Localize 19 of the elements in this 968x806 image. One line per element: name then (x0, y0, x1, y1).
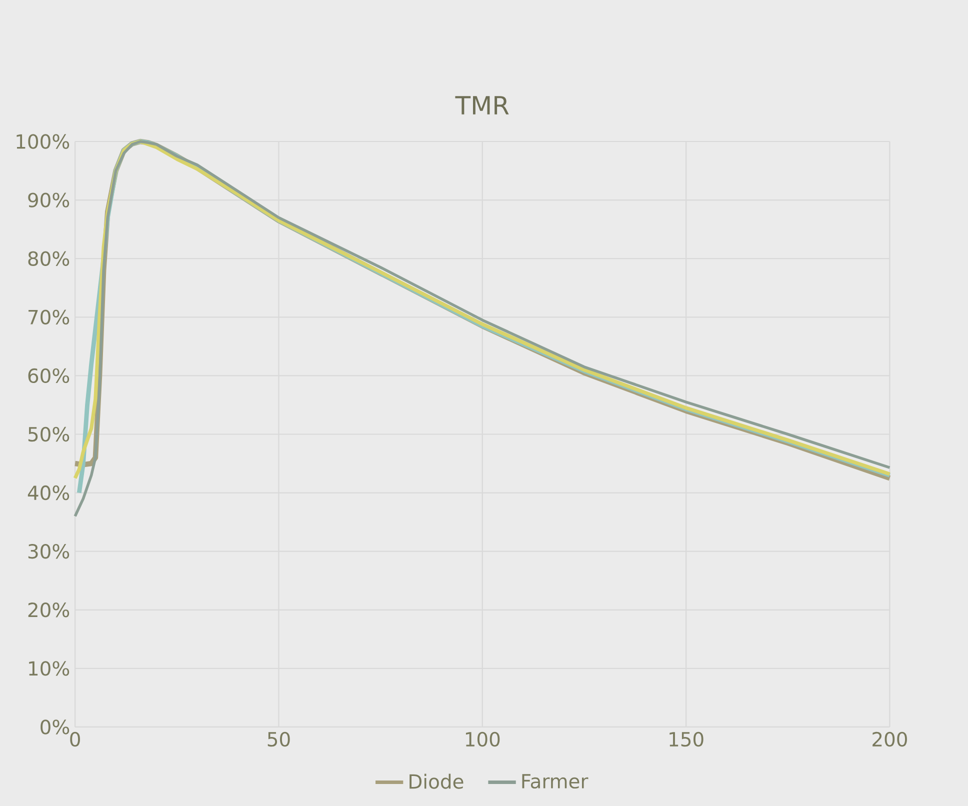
y-tick-label: 30% (28, 544, 70, 559)
legend-label: Farmer (522, 774, 588, 789)
y-tick-label: 0% (40, 720, 70, 734)
y-tick-label: 90% (28, 192, 70, 208)
y-tick-label: 20% (28, 602, 70, 618)
y-tick-label: 50% (28, 426, 70, 442)
x-tick-label: 200 (872, 732, 907, 747)
y-tick-label: 70% (28, 310, 70, 325)
x-tick-label: 100 (466, 732, 500, 747)
x-tick-label: 150 (670, 732, 704, 747)
chart-title: TMR (455, 96, 509, 114)
y-tick-label: 40% (28, 485, 70, 500)
y-tick-label: 10% (29, 661, 70, 676)
y-tick-label: 80% (28, 251, 70, 266)
x-tick-label: 0 (70, 732, 80, 747)
x-tick-label: 50 (268, 732, 290, 747)
y-tick-label: 60% (28, 368, 70, 384)
y-tick-label: 100% (16, 134, 70, 149)
legend-label: Diode (410, 774, 464, 789)
